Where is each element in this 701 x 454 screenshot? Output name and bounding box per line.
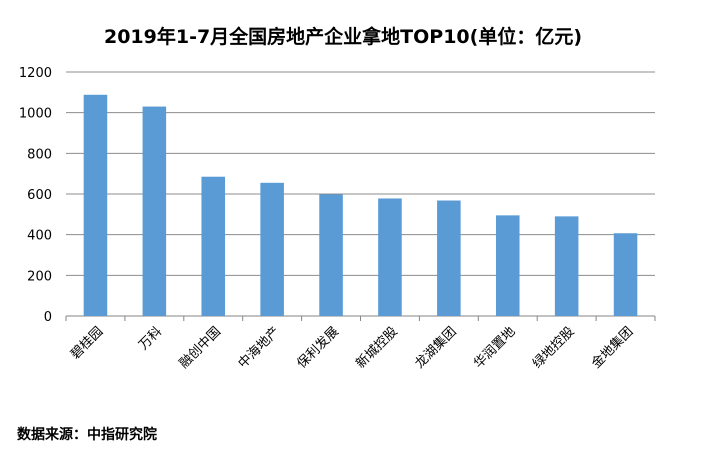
bar <box>319 194 343 316</box>
chart-title: 2019年1-7月全国房地产企业拿地TOP10(单位：亿元) <box>104 25 582 48</box>
x-axis-categories: 碧桂园 万科 融创中国 中海地产 保利发展 新城控股 龙湖集团 华润置地 绿地控股 金地集团 <box>68 324 636 372</box>
bar <box>142 106 167 316</box>
y-tick-label: 0 <box>44 310 52 325</box>
x-category-label: 新城控股 <box>353 324 401 372</box>
x-category-label: 金地集团 <box>588 324 636 372</box>
y-tick-label: 1200 <box>19 66 52 81</box>
x-category-label: 融创中国 <box>177 324 224 371</box>
bar <box>83 94 108 316</box>
y-tick-label: 800 <box>27 147 52 162</box>
x-category-label: 中海地产 <box>236 324 283 371</box>
x-category-label: 碧桂园 <box>68 324 106 362</box>
bar <box>201 176 226 316</box>
y-tick-label: 400 <box>27 229 52 244</box>
bar <box>260 182 284 316</box>
bar <box>613 233 638 316</box>
bar <box>378 198 402 316</box>
y-tick-label: 600 <box>27 188 52 203</box>
x-category-label: 保利发展 <box>294 324 342 372</box>
bar <box>554 216 579 316</box>
x-category-label: 龙湖集团 <box>412 324 460 372</box>
x-category-label: 华润置地 <box>471 324 518 371</box>
data-source-note: 数据来源：中指研究院 <box>17 427 157 443</box>
bar-series <box>83 94 638 316</box>
x-category-label: 万科 <box>136 324 165 353</box>
y-tick-label: 1000 <box>19 107 52 122</box>
x-category-label: 绿地控股 <box>530 324 577 371</box>
bar <box>495 215 520 316</box>
y-axis-ticks: 0 200 400 600 800 1000 1200 <box>19 66 52 325</box>
y-tick-label: 200 <box>27 269 52 284</box>
bar <box>437 200 461 316</box>
